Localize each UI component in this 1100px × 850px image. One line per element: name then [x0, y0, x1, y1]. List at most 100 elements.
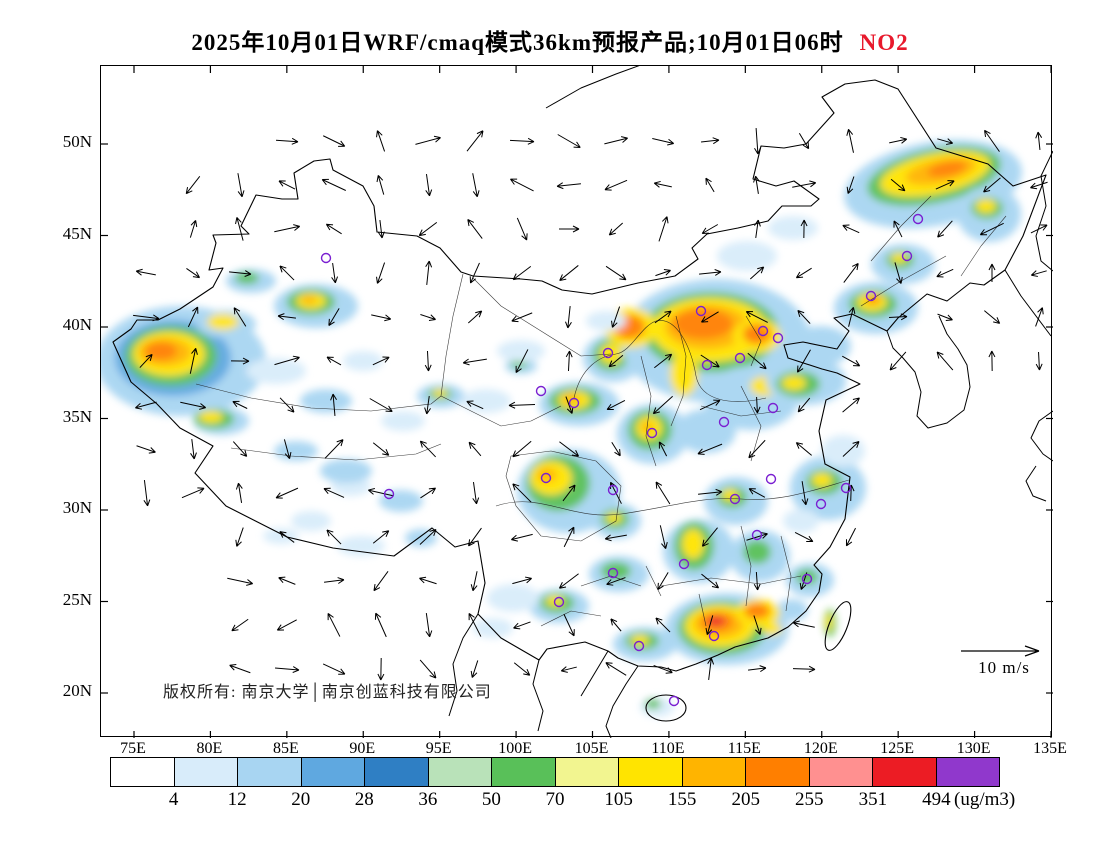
wind-arrow	[842, 355, 861, 367]
wind-arrow	[801, 481, 809, 506]
copyright-text: 版权所有: 南京大学│南京创蓝科技有限公司	[163, 684, 492, 701]
wind-arrow	[372, 356, 390, 366]
contour-blob	[497, 340, 545, 362]
wind-arrow	[610, 618, 622, 632]
wind-arrow	[797, 309, 811, 324]
wind-arrow	[377, 657, 385, 681]
colorbar	[110, 757, 1000, 787]
wind-arrow	[470, 660, 479, 678]
wind-arrow	[753, 396, 761, 414]
wind-arrow	[753, 175, 760, 194]
wind-arrow	[653, 664, 673, 674]
wind-arrow	[419, 659, 437, 679]
wind-arrow	[937, 220, 953, 238]
wind-arrow	[326, 529, 342, 545]
wind-arrow	[1035, 351, 1043, 371]
wind-arrow	[139, 353, 153, 368]
wind-arrow	[180, 401, 207, 410]
wind-arrow	[419, 529, 437, 545]
wind-arrow	[229, 270, 252, 277]
contour-blob	[537, 468, 557, 482]
wind-arrow	[1035, 307, 1044, 327]
wind-arrow	[235, 217, 244, 241]
wind-arrow	[559, 265, 579, 282]
wind-arrow	[462, 358, 487, 366]
contour-blob	[762, 623, 782, 635]
taiwan-island	[824, 601, 852, 651]
wind-arrow	[1035, 131, 1043, 151]
wind-arrow	[699, 399, 721, 411]
wind-arrow	[652, 395, 673, 415]
station-marker	[708, 630, 720, 642]
hainan-island	[645, 694, 687, 722]
wind-arrow	[511, 533, 533, 542]
wind-arrow	[792, 180, 817, 188]
wind-arrow	[424, 350, 432, 372]
wind-arrow	[227, 577, 254, 586]
wind-arrow	[748, 488, 766, 498]
contour-blob	[743, 540, 771, 564]
station-marker	[535, 385, 547, 397]
wind-arrow	[658, 216, 669, 242]
wind-arrow	[274, 355, 300, 366]
wind-arrow	[135, 268, 156, 276]
wind-arrow	[371, 314, 392, 322]
colorbar-tick-value: 12	[227, 789, 247, 810]
wind-arrow	[419, 576, 437, 585]
lat-axis-label: 25N	[62, 589, 92, 609]
wind-arrow	[705, 615, 714, 635]
wind-arrow	[508, 401, 536, 409]
wind-arrow	[893, 220, 903, 238]
station-marker	[815, 498, 827, 510]
wind-scale-label: 10 m/s	[978, 658, 1030, 677]
station-marker	[901, 250, 913, 262]
contour-blob	[511, 360, 527, 368]
wind-arrow	[697, 443, 723, 455]
geography-layer	[112, 66, 1053, 738]
contour-blob	[606, 513, 622, 523]
lat-axis-label: 30N	[62, 498, 92, 517]
station-marker	[865, 290, 877, 302]
province-boundary-layer	[195, 195, 1007, 627]
wind-arrow	[604, 136, 628, 145]
lon-axis-label: 80E	[196, 740, 223, 757]
wind-arrow	[560, 666, 577, 673]
wind-arrow	[611, 441, 621, 457]
contour-blob	[601, 562, 631, 580]
wind-arrow	[181, 487, 205, 499]
colorbar-tick-value: 105	[604, 789, 633, 810]
lon-axis-label: 90E	[349, 740, 376, 757]
province-boundaries	[195, 195, 1007, 627]
station-marker	[734, 352, 746, 364]
china-outline	[112, 79, 1047, 672]
contour-blob	[473, 618, 513, 638]
wind-arrow	[705, 177, 715, 193]
wind-arrow	[936, 268, 954, 278]
wind-arrow	[558, 573, 579, 589]
colorbar-cell	[238, 758, 302, 786]
wind-arrow	[369, 398, 393, 412]
lat-axis-label: 50N	[62, 132, 92, 151]
lon-axis-label: 130E	[956, 740, 991, 757]
lon-axis-label: 85E	[272, 740, 299, 757]
contour-blob	[263, 528, 299, 544]
contour-blob	[207, 314, 239, 330]
contour-blob	[301, 296, 317, 304]
wind-arrow	[698, 488, 723, 496]
wind-arrow	[792, 620, 815, 628]
wind-arrow	[701, 527, 718, 547]
colorbar-tick-value: 4	[168, 789, 179, 810]
lat-axis-label: 35N	[62, 406, 92, 426]
wind-arrow	[275, 137, 299, 145]
station-marker	[767, 402, 779, 414]
wind-arrow	[754, 127, 761, 155]
contour-blob	[744, 603, 770, 619]
wind-arrow	[512, 440, 532, 458]
station-marker	[553, 596, 565, 608]
wind-arrow	[984, 129, 1000, 152]
contour-blob	[722, 489, 738, 501]
station-marker	[801, 573, 813, 585]
wind-arrow	[707, 657, 715, 680]
station-marker	[912, 213, 924, 225]
